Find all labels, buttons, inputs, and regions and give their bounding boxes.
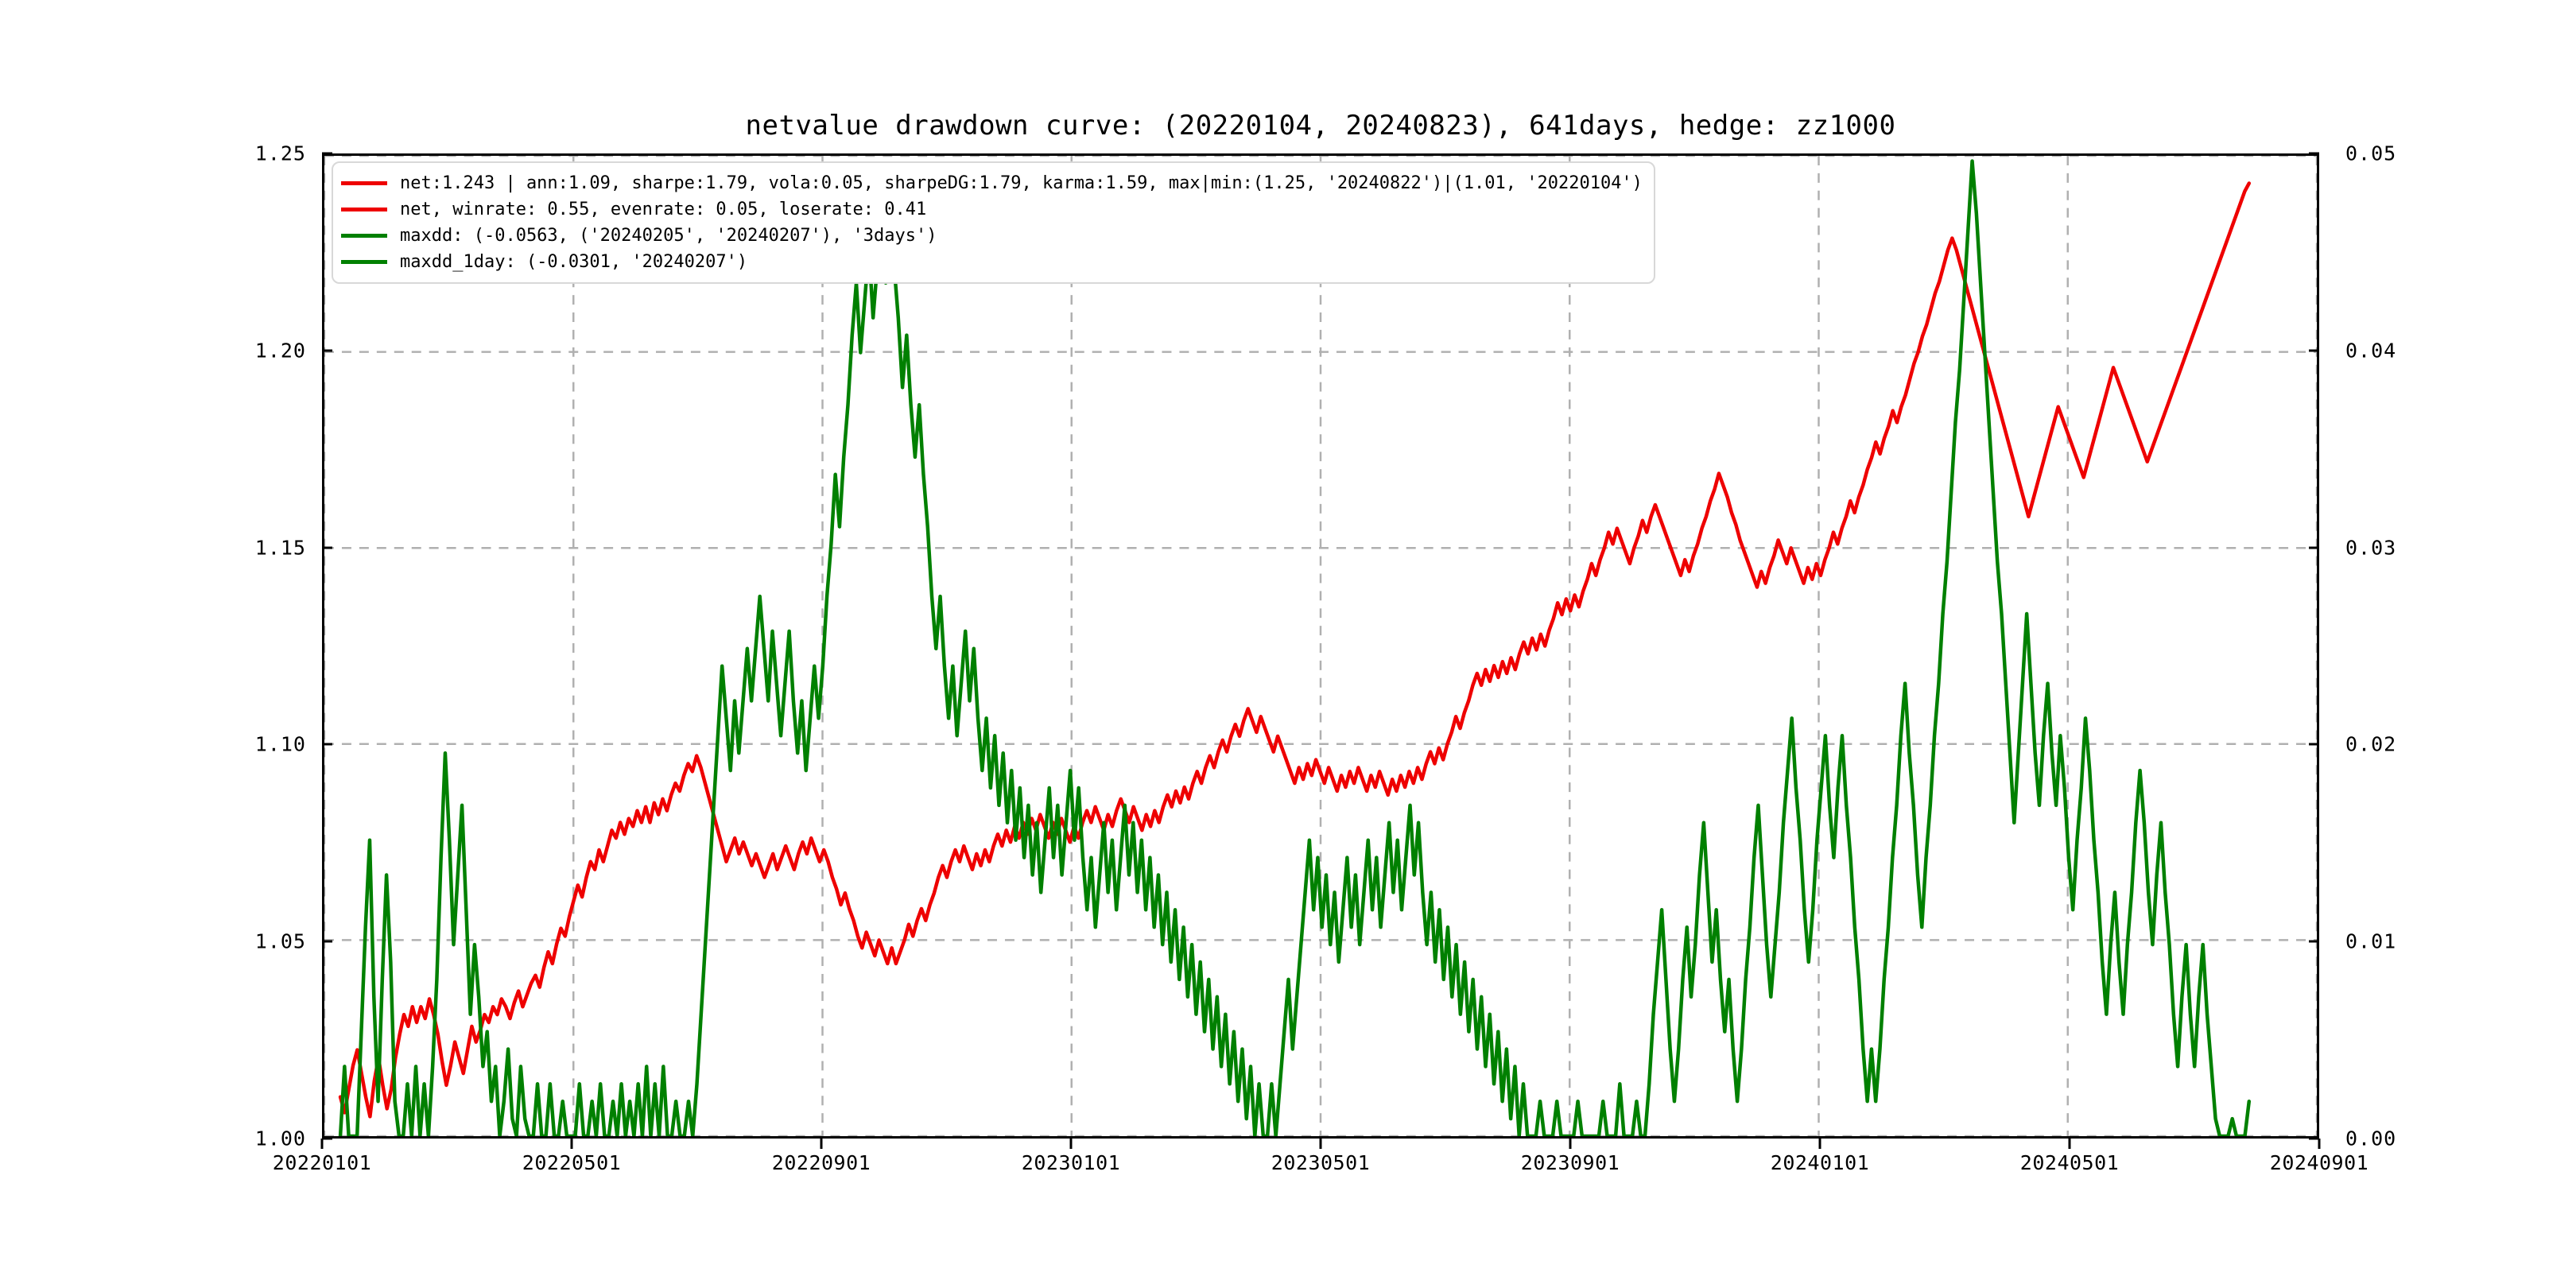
page-title: netvalue drawdown curve: (20220104, 2024… bbox=[745, 110, 1896, 142]
y-tick-left-1.00: 1.00 bbox=[254, 1127, 306, 1150]
series-line-net bbox=[338, 181, 2252, 1119]
legend-swatch-icon bbox=[341, 181, 387, 185]
x-tick-mark bbox=[1818, 1139, 1821, 1149]
x-tick-20240101: 20240101 bbox=[1770, 1151, 1870, 1174]
x-tick-mark bbox=[2318, 1139, 2321, 1149]
x-axis-labels: 20220101 20220501 20220901 20230101 20230501… bbox=[273, 1151, 2368, 1183]
x-tick-mark bbox=[570, 1139, 573, 1149]
y-tick-left-1.10: 1.10 bbox=[254, 732, 306, 756]
legend-item-net-rates[interactable]: net, winrate: 0.55, evenrate: 0.05, lose… bbox=[341, 196, 1643, 223]
y-tick-mark-right bbox=[2309, 1137, 2319, 1140]
plot-svg bbox=[324, 156, 2317, 1136]
y-tick-mark-left bbox=[322, 1137, 332, 1140]
legend-swatch-icon bbox=[341, 234, 387, 238]
y-tick-left-1.05: 1.05 bbox=[254, 929, 306, 953]
x-tick-20230501: 20230501 bbox=[1271, 1151, 1371, 1174]
y-tick-right-0.02: 0.02 bbox=[2345, 732, 2397, 756]
y-tick-mark-left bbox=[322, 152, 332, 155]
legend-item-net-stats[interactable]: net:1.243 | ann:1.09, sharpe:1.79, vola:… bbox=[341, 170, 1643, 196]
legend-label: maxdd: (-0.0563, ('20240205', '20240207'… bbox=[400, 226, 937, 246]
x-tick-mark bbox=[820, 1139, 823, 1149]
x-tick-mark bbox=[2068, 1139, 2071, 1149]
series-lines bbox=[338, 159, 2252, 1136]
grid-lines bbox=[324, 156, 2317, 1136]
y-tick-mark-left bbox=[322, 349, 332, 352]
y-tick-right-0.01: 0.01 bbox=[2345, 929, 2397, 953]
chart-legend: net:1.243 | ann:1.09, sharpe:1.79, vola:… bbox=[332, 161, 1655, 284]
x-tick-20230101: 20230101 bbox=[1021, 1151, 1121, 1174]
legend-item-maxdd-1day[interactable]: maxdd_1day: (-0.0301, '20240207') bbox=[341, 249, 1643, 275]
legend-swatch-icon bbox=[341, 260, 387, 264]
y-tick-mark-right bbox=[2309, 940, 2319, 943]
y-tick-left-1.25: 1.25 bbox=[254, 142, 306, 165]
legend-label: net, winrate: 0.55, evenrate: 0.05, lose… bbox=[400, 200, 927, 219]
legend-item-maxdd[interactable]: maxdd: (-0.0563, ('20240205', '20240207'… bbox=[341, 223, 1643, 249]
y-tick-left-1.15: 1.15 bbox=[254, 536, 306, 560]
y-tick-mark-right bbox=[2309, 349, 2319, 352]
y-tick-right-0.05: 0.05 bbox=[2345, 142, 2397, 165]
y-tick-right-0.04: 0.04 bbox=[2345, 339, 2397, 363]
x-tick-mark bbox=[1069, 1139, 1073, 1149]
y-tick-mark-left bbox=[322, 940, 332, 943]
x-tick-mark bbox=[1569, 1139, 1572, 1149]
y-axis-right-labels: 0.00 0.01 0.02 0.03 0.04 0.05 bbox=[2345, 142, 2504, 1150]
legend-label: maxdd_1day: (-0.0301, '20240207') bbox=[400, 252, 748, 272]
y-tick-mark-left bbox=[322, 743, 332, 746]
y-tick-mark-right bbox=[2309, 743, 2319, 746]
x-tick-20220501: 20220501 bbox=[522, 1151, 622, 1174]
y-tick-right-0.03: 0.03 bbox=[2345, 536, 2397, 560]
y-tick-right-0.00: 0.00 bbox=[2345, 1127, 2397, 1150]
y-tick-mark-left bbox=[322, 546, 332, 549]
x-tick-20240901: 20240901 bbox=[2269, 1151, 2369, 1174]
legend-swatch-icon bbox=[341, 208, 387, 211]
x-tick-20220101: 20220101 bbox=[272, 1151, 372, 1174]
plot-area bbox=[322, 153, 2319, 1139]
x-tick-mark bbox=[1319, 1139, 1322, 1149]
y-tick-mark-right bbox=[2309, 546, 2319, 549]
series-line-maxdd bbox=[338, 159, 2252, 1136]
y-tick-left-1.20: 1.20 bbox=[254, 339, 306, 363]
x-tick-20230901: 20230901 bbox=[1520, 1151, 1620, 1174]
x-tick-mark bbox=[320, 1139, 324, 1149]
legend-label: net:1.243 | ann:1.09, sharpe:1.79, vola:… bbox=[400, 173, 1643, 193]
x-tick-20220901: 20220901 bbox=[771, 1151, 871, 1174]
x-tick-20240501: 20240501 bbox=[2019, 1151, 2120, 1174]
y-axis-left-labels: 1.00 1.05 1.10 1.15 1.20 1.25 bbox=[187, 142, 306, 1150]
y-tick-mark-right bbox=[2309, 152, 2319, 155]
